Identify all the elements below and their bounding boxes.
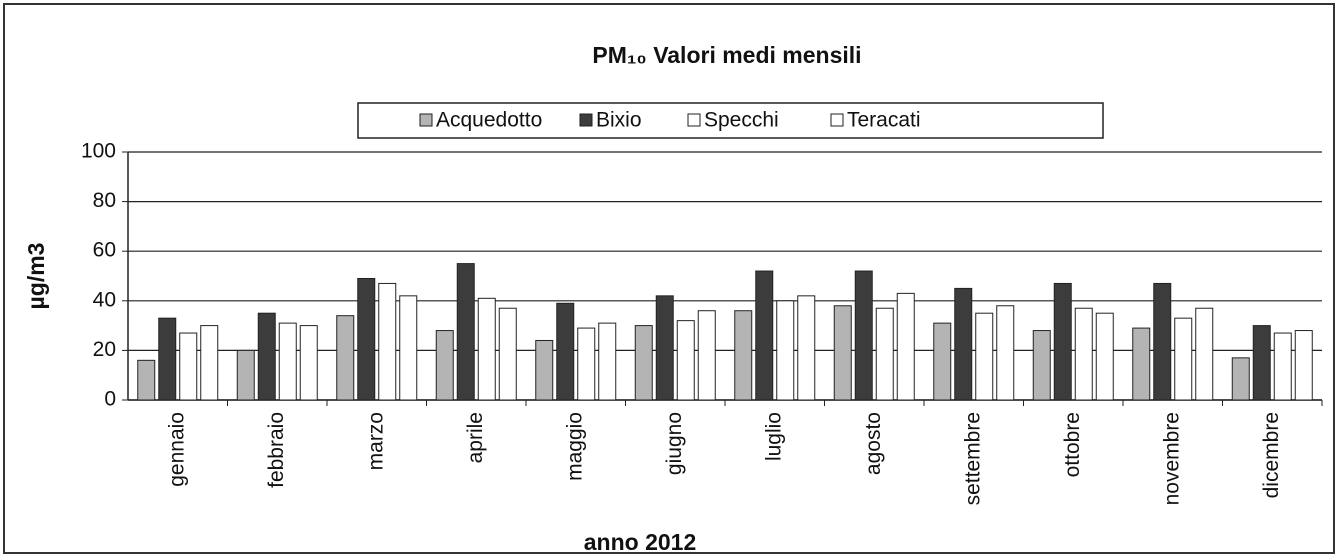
x-tick-label: dicembre — [1260, 412, 1283, 498]
legend-label: Teracati — [847, 109, 921, 132]
bar — [556, 302, 575, 401]
y-tick-label: 40 — [93, 288, 116, 311]
bar — [378, 282, 397, 401]
bar — [477, 297, 496, 401]
bar — [1132, 327, 1151, 401]
x-tick-label: agosto — [862, 412, 885, 475]
frame — [3, 3, 1335, 554]
bar — [634, 325, 653, 401]
x-tick-label: luglio — [762, 412, 785, 461]
bar — [996, 305, 1015, 401]
bar — [875, 307, 894, 401]
bar — [357, 277, 376, 401]
bar — [399, 295, 418, 401]
legend-swatch — [419, 113, 433, 127]
y-tick-label: 0 — [104, 388, 116, 411]
x-tick-label: giugno — [663, 412, 686, 475]
bar — [577, 327, 596, 401]
bar — [598, 322, 617, 401]
x-axis-title: anno 2012 — [584, 529, 697, 555]
legend-label: Bixio — [596, 109, 642, 132]
bar — [1273, 332, 1292, 401]
bar — [236, 349, 255, 401]
x-tick-label: maggio — [563, 412, 586, 481]
bar — [200, 325, 219, 401]
legend-label: Acquedotto — [436, 109, 542, 132]
bar — [954, 287, 973, 401]
x-tick-label: febbraio — [265, 412, 288, 488]
x-tick-label: aprile — [464, 412, 487, 463]
x-tick-label: gennaio — [165, 412, 188, 487]
bar — [975, 312, 994, 401]
bar — [734, 310, 753, 401]
legend-swatch — [830, 113, 844, 127]
bar — [299, 325, 318, 401]
bar — [933, 322, 952, 401]
x-tick-label: marzo — [364, 412, 387, 470]
bar — [1095, 312, 1114, 401]
bar — [435, 330, 454, 401]
bar — [697, 310, 716, 401]
bar — [535, 339, 554, 401]
bar — [1195, 307, 1214, 401]
y-tick-label: 100 — [81, 140, 116, 163]
bar — [755, 270, 774, 401]
bar — [676, 320, 695, 401]
legend-box — [357, 102, 1104, 139]
x-tick-label: settembre — [961, 412, 984, 505]
x-tick-label: ottobre — [1061, 412, 1084, 477]
bar — [257, 312, 276, 401]
bar — [797, 295, 816, 401]
bar — [833, 305, 852, 401]
bar — [336, 315, 355, 401]
legend-swatch — [687, 113, 701, 127]
bar — [1032, 330, 1051, 401]
bar — [1252, 325, 1271, 401]
bar — [158, 317, 177, 401]
bar — [776, 300, 795, 401]
bar — [1074, 307, 1093, 401]
bar — [456, 263, 475, 401]
bar — [1053, 282, 1072, 401]
y-tick-label: 80 — [93, 189, 116, 212]
bar — [1174, 317, 1193, 401]
legend-swatch — [579, 113, 593, 127]
bar — [278, 322, 297, 401]
bar — [1153, 282, 1172, 401]
legend-label: Specchi — [704, 109, 779, 132]
x-tick-label: novembre — [1160, 412, 1183, 505]
bar — [179, 332, 198, 401]
bar — [498, 307, 517, 401]
bar — [137, 359, 156, 401]
y-axis-title: µg/m3 — [23, 243, 49, 310]
chart-title: PM₁₀ Valori medi mensili — [592, 42, 861, 68]
y-tick-label: 60 — [93, 239, 116, 262]
bar — [1231, 357, 1250, 401]
bar — [854, 270, 873, 401]
y-tick-label: 20 — [93, 338, 116, 361]
bar — [896, 292, 915, 401]
bar — [1294, 330, 1313, 401]
bar — [655, 295, 674, 401]
